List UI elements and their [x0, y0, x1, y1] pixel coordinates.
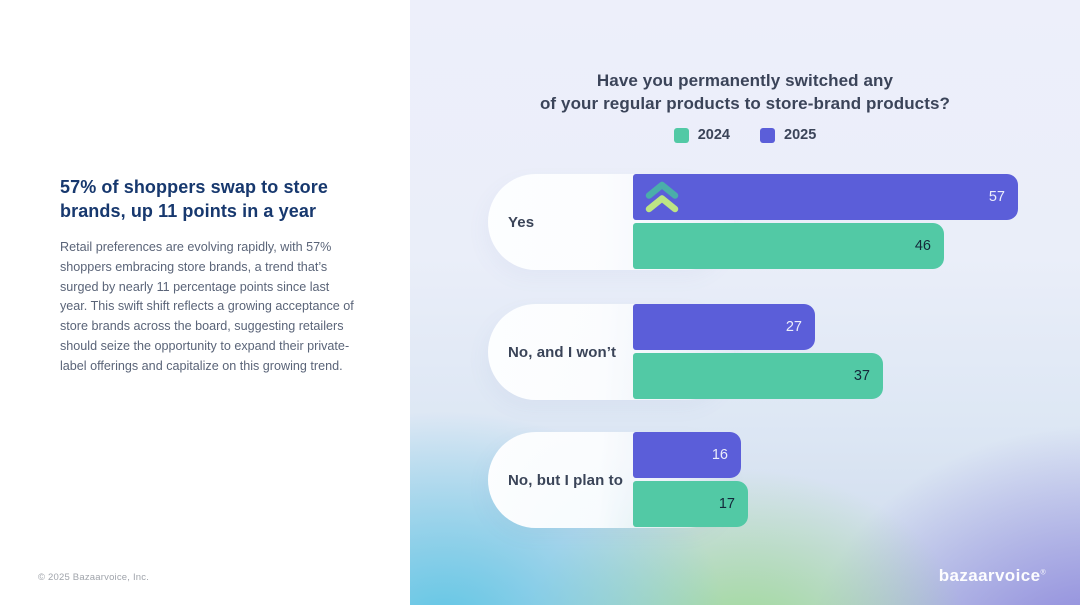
logo-text: bazaarvoice — [938, 566, 1041, 585]
bar-2025: 27 — [633, 304, 815, 350]
legend-item-2025: 2025 — [760, 127, 816, 143]
bar-2024: 37 — [633, 353, 883, 399]
bar-value: 46 — [914, 238, 931, 254]
bar-value: 17 — [718, 496, 735, 512]
bar-value: 16 — [711, 447, 728, 463]
bar-value: 37 — [853, 368, 870, 384]
chart-title-line1: Have you permanently switched any — [596, 71, 894, 90]
bar-value: 57 — [988, 189, 1005, 205]
legend-swatch-icon — [673, 127, 689, 143]
bar-2025: 16 — [633, 432, 741, 478]
legend-label: 2025 — [784, 127, 817, 143]
left-panel: 57% of shoppers swap to store brands, up… — [0, 0, 410, 605]
bar-2024: 17 — [633, 481, 748, 527]
chart-title-line2: of your regular products to store-brand … — [539, 93, 951, 113]
bar-group: No, and I won’t 27 37 — [410, 304, 1080, 400]
chart-area: Yes 57 46 No, and I won’t 27 37 No, but I plan… — [410, 0, 1080, 605]
bar-2024: 46 — [633, 223, 944, 269]
bazaarvoice-logo: bazaarvoice® — [939, 566, 1046, 586]
registered-mark: ® — [1040, 569, 1046, 577]
category-label: Yes — [508, 213, 535, 231]
body-text: Retail preferences are evolving rapidly,… — [60, 240, 354, 373]
chart-panel: Have you permanently switched any of you… — [410, 0, 1080, 605]
copyright-notice: © 2025 Bazaarvoice, Inc. — [38, 572, 150, 583]
category-label: No, but I plan to — [508, 471, 624, 489]
legend: 2024 2025 — [410, 127, 1080, 143]
double-chevron-up-icon — [645, 181, 679, 213]
chart-title: Have you permanently switched any of you… — [410, 70, 1080, 116]
legend-swatch-icon — [760, 127, 775, 143]
bar-2025: 57 — [633, 174, 1018, 220]
bar-group: Yes 57 46 — [410, 174, 1080, 270]
legend-label: 2024 — [697, 127, 730, 143]
bar-value: 27 — [785, 319, 802, 335]
bar-group: No, but I plan to 16 17 — [410, 432, 1080, 528]
page-title: 57% of shoppers swap to store brands, up… — [60, 177, 328, 221]
legend-item-2024: 2024 — [673, 127, 730, 143]
category-label: No, and I won’t — [508, 343, 617, 361]
